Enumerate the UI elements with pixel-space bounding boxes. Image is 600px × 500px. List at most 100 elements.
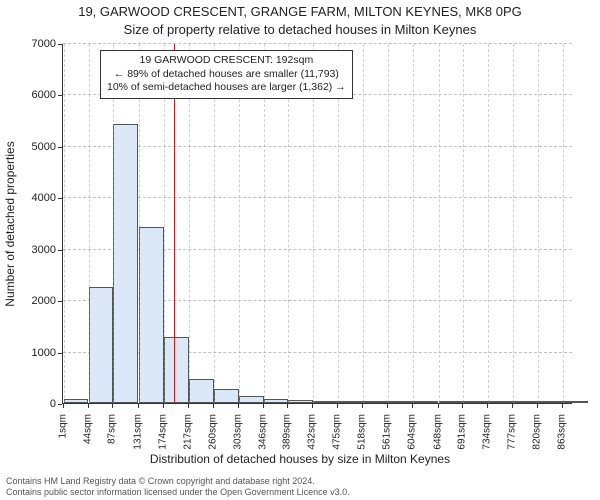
gridline-v [488,44,489,403]
ytick-mark [58,404,62,405]
xtick-mark [163,404,164,408]
xtick-label: 87sqm [107,414,118,444]
xtick-label: 820sqm [532,414,543,450]
ytick-mark [58,198,62,199]
xtick-label: 1sqm [57,414,68,438]
ytick-label: 6000 [8,89,56,101]
xtick-label: 648sqm [432,414,443,450]
xtick-label: 303sqm [232,414,243,450]
histogram-bar [513,401,538,403]
xtick-label: 691sqm [457,414,468,450]
gridline-v [463,44,464,403]
ytick-label: 5000 [8,141,56,153]
chart-title-line1: 19, GARWOOD CRESCENT, GRANGE FARM, MILTO… [0,4,600,19]
footer-line1: Contains HM Land Registry data © Crown c… [6,476,350,487]
footer-line2: Contains public sector information licen… [6,487,350,498]
xtick-mark [462,404,463,408]
ytick-mark [58,147,62,148]
histogram-bar [538,401,563,403]
xtick-label: 777sqm [507,414,518,450]
xtick-label: 174sqm [157,414,168,450]
xtick-mark [63,404,64,408]
ytick-mark [58,250,62,251]
histogram-bar [288,400,313,403]
gridline-v [563,44,564,403]
footer-attribution: Contains HM Land Registry data © Crown c… [6,476,350,498]
xtick-label: 475sqm [332,414,343,450]
xtick-mark [438,404,439,408]
histogram-bar [239,396,264,403]
gridline-v [513,44,514,403]
xtick-mark [537,404,538,408]
histogram-bar [214,389,239,403]
gridline-v [89,44,90,403]
histogram-bar [338,401,363,403]
gridline-v [413,44,414,403]
ytick-label: 2000 [8,295,56,307]
xtick-mark [112,404,113,408]
xtick-mark [312,404,313,408]
xtick-label: 389sqm [282,414,293,450]
histogram-bar [64,399,89,403]
annotation-line: 10% of semi-detached houses are larger (… [107,81,346,95]
xtick-label: 260sqm [207,414,218,450]
xtick-label: 44sqm [82,414,93,444]
ytick-mark [58,301,62,302]
histogram-bar [563,401,588,403]
xtick-label: 432sqm [307,414,318,450]
histogram-bar [113,124,138,403]
xtick-label: 561sqm [382,414,393,450]
histogram-bar [439,401,464,403]
xtick-label: 131sqm [132,414,143,450]
histogram-bar [313,401,338,403]
y-axis-label: Number of detached properties [3,141,17,306]
annotation-line: ← 89% of detached houses are smaller (11… [107,68,346,82]
xtick-label: 518sqm [357,414,368,450]
histogram-bar [363,401,388,403]
xtick-mark [412,404,413,408]
gridline-v [363,44,364,403]
xtick-mark [188,404,189,408]
xtick-label: 604sqm [407,414,418,450]
ytick-mark [58,44,62,45]
xtick-label: 863sqm [557,414,568,450]
histogram-bar [413,401,438,403]
xtick-mark [487,404,488,408]
xtick-mark [287,404,288,408]
ytick-mark [58,95,62,96]
histogram-bar [488,401,513,403]
xtick-mark [88,404,89,408]
ytick-label: 4000 [8,192,56,204]
gridline-v [538,44,539,403]
ytick-label: 1000 [8,347,56,359]
histogram-bar [139,227,164,403]
histogram-bar [463,401,488,403]
ytick-label: 3000 [8,244,56,256]
xtick-mark [512,404,513,408]
ytick-label: 0 [8,398,56,410]
xtick-mark [387,404,388,408]
x-axis-label: Distribution of detached houses by size … [0,452,600,466]
annotation-line: 19 GARWOOD CRESCENT: 192sqm [107,54,346,68]
xtick-label: 217sqm [182,414,193,450]
chart-container: 19, GARWOOD CRESCENT, GRANGE FARM, MILTO… [0,0,600,500]
histogram-bar [264,399,289,403]
gridline-v [388,44,389,403]
histogram-bar [189,379,214,403]
xtick-mark [337,404,338,408]
xtick-label: 734sqm [482,414,493,450]
xtick-mark [263,404,264,408]
xtick-mark [213,404,214,408]
gridline-v [439,44,440,403]
xtick-mark [238,404,239,408]
ytick-label: 7000 [8,38,56,50]
xtick-mark [362,404,363,408]
xtick-mark [562,404,563,408]
xtick-label: 346sqm [257,414,268,450]
gridline-v [64,44,65,403]
histogram-bar [388,401,413,403]
chart-title-line2: Size of property relative to detached ho… [0,22,600,37]
xtick-mark [138,404,139,408]
ytick-mark [58,353,62,354]
annotation-box: 19 GARWOOD CRESCENT: 192sqm← 89% of deta… [100,50,353,99]
